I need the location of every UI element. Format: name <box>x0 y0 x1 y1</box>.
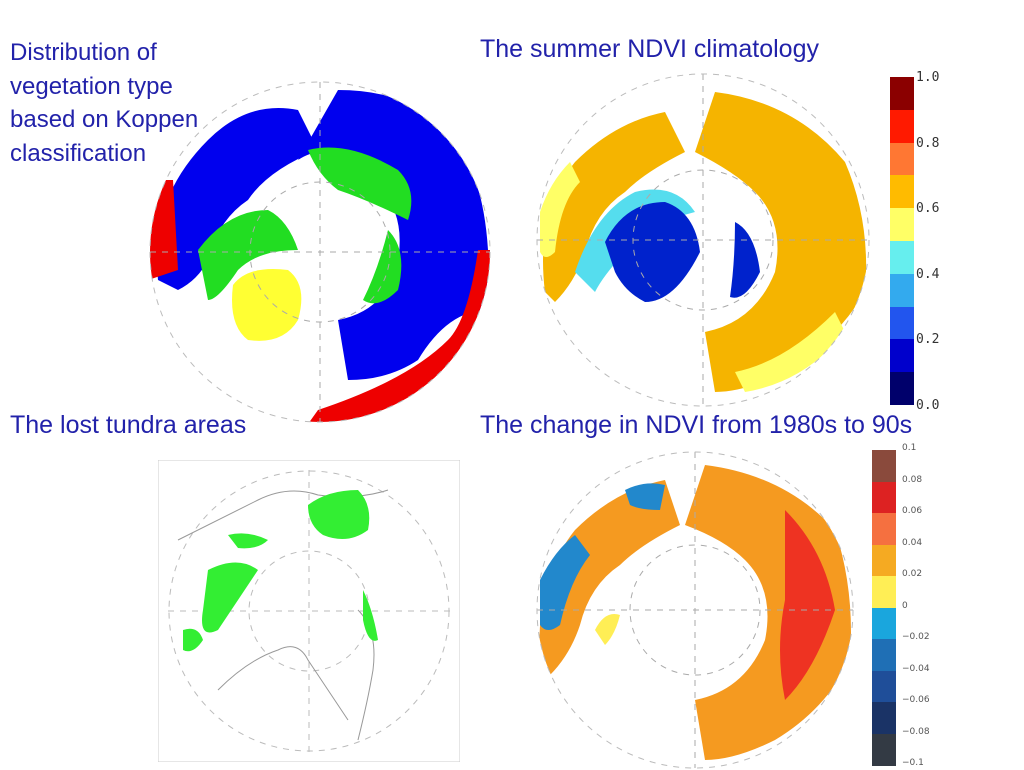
ndvi-change-colorbar-tick-label: 0.06 <box>902 506 923 516</box>
ndvi-change-colorbar-tick-label: −0.08 <box>902 726 930 737</box>
ndvi-change-colorbar-color-segment <box>872 513 896 545</box>
eurasia-strong-greening <box>780 510 835 700</box>
ndvi-change-colorbar-color-segment <box>872 607 896 640</box>
lost-tundra-siberia <box>363 590 378 641</box>
ndvi-climatology-map <box>536 73 870 407</box>
ndvi-colorbar-color-segment <box>890 306 914 340</box>
ndvi-change-colorbar-tick-label: −0.06 <box>902 695 930 705</box>
ndvi-colorbar-tick-label: 0.2 <box>916 332 940 348</box>
ndvi-colorbar-color-segment <box>890 372 914 406</box>
ndvi-change-colorbar-color-segment <box>872 544 896 577</box>
ndvi-change-colorbar-color-segment <box>872 576 896 608</box>
browning-west <box>540 535 590 630</box>
ndvi-change-colorbar-color-segment <box>872 733 896 766</box>
ndvi-change-colorbar-tick-label: −0.04 <box>902 663 930 674</box>
ndvi-colorbar-color-segment <box>890 175 914 209</box>
lost-tundra-europe <box>183 628 203 652</box>
vegetation-type-map <box>149 81 491 423</box>
ndvi-change-colorbar-tick-label: 0.1 <box>902 443 917 453</box>
lost-tundra-map <box>158 460 460 762</box>
america-forest <box>156 108 318 290</box>
ndvi-change-colorbar-color-segment <box>872 481 896 514</box>
ndvi-change-colorbar-tick-label: 0.02 <box>902 569 923 579</box>
lost-tundra-scandinavia <box>202 562 258 633</box>
ndvi-colorbar-color-segment <box>890 77 914 110</box>
eurasia-greening <box>685 465 851 760</box>
ndvi-colorbar-tick-label: 0.4 <box>916 266 940 282</box>
ndvi-change-colorbar-color-segment <box>872 702 896 734</box>
pale-band-southeast <box>735 312 845 392</box>
map-outline <box>536 73 870 407</box>
title-lost-tundra: The lost tundra areas <box>10 411 247 439</box>
ndvi-change-colorbar-color-segment <box>872 450 896 482</box>
tundra-eurasia <box>308 147 412 220</box>
ndvi-change-map <box>536 451 854 769</box>
eurasia-forest <box>298 90 488 380</box>
ndvi-colorbar-tick-label: 1.0 <box>916 70 940 85</box>
blue-siberia <box>730 222 760 298</box>
ndvi-colorbar-color-segment <box>890 241 914 274</box>
eurasia-high-ndvi <box>695 92 867 392</box>
ndvi-change-colorbar-tick-label: 0.04 <box>902 537 923 548</box>
ndvi-colorbar-tick-label: 0.0 <box>916 398 940 413</box>
lost-tundra-canada <box>228 533 268 549</box>
ndvi-colorbar-tick-label: 0.8 <box>916 135 940 151</box>
title-ndvi-climatology: The summer NDVI climatology <box>480 35 819 63</box>
latitude-ring <box>629 544 761 676</box>
tundra-america <box>198 210 298 300</box>
ndvi-colorbar: 1.0 0.8 0.6 0.4 0.2 0.0 <box>890 70 939 413</box>
ndvi-colorbar-color-segment <box>890 208 914 242</box>
ndvi-colorbar-color-segment <box>890 339 914 373</box>
ndvi-change-colorbar-tick-label: −0.02 <box>902 632 930 642</box>
ndvi-change-colorbar-color-segment <box>872 670 896 703</box>
browning-north <box>625 483 665 510</box>
ndvi-colorbar-color-segment <box>890 142 914 176</box>
title-vegetation-type: Distribution of vegetation type based on… <box>10 39 199 167</box>
tundra-siberia <box>363 230 402 304</box>
map-outline <box>149 81 491 423</box>
ndvi-change-colorbar-tick-label: 0 <box>902 600 908 611</box>
ndvi-change-colorbar-tick-label: 0.08 <box>902 474 923 485</box>
lost-tundra-alaska <box>308 490 370 539</box>
greenland <box>232 269 302 341</box>
pale-band-west <box>540 162 580 257</box>
ndvi-change-colorbar-color-segment <box>872 639 896 671</box>
america-mixed <box>539 480 680 675</box>
ndvi-change-colorbar: 0.1 0.08 0.06 0.04 0.02 0 −0.02 −0.04 −0.06 −0.08… <box>872 443 930 768</box>
ndvi-colorbar-tick-label: 0.6 <box>916 201 940 217</box>
ndvi-colorbar-color-segment <box>890 109 914 143</box>
hot-zone-west <box>150 180 178 280</box>
america-high-ndvi <box>543 112 685 302</box>
ndvi-colorbar-color-segment <box>890 273 914 307</box>
neutral-patch <box>595 614 620 645</box>
blue-arctic-canada <box>605 202 700 302</box>
ndvi-change-colorbar-tick-label: −0.1 <box>902 758 924 768</box>
title-ndvi-change: The change in NDVI from 1980s to 90s <box>480 411 913 439</box>
map-outline <box>536 451 854 769</box>
